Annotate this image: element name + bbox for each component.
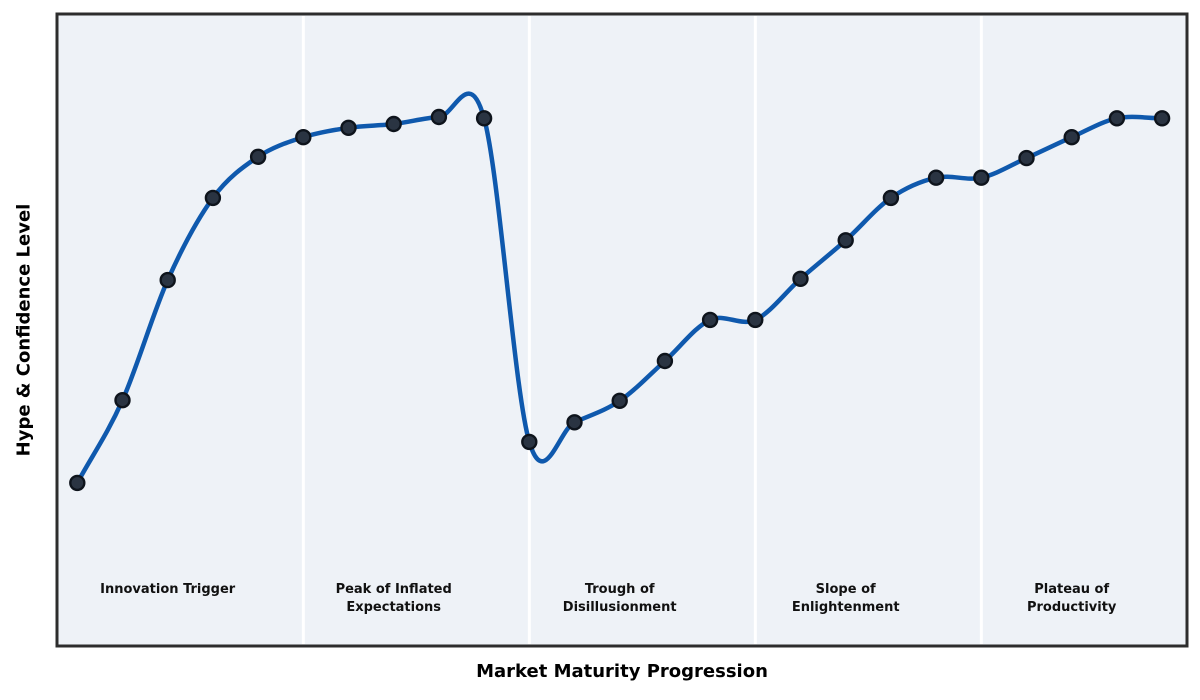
phase-label-line: Disillusionment (562, 600, 677, 615)
phase-label-line: Slope of (815, 582, 876, 597)
phase-label-peak-of-inflated-expectations: Peak of Inflated Expectations (336, 581, 452, 617)
phase-label-line: Innovation Trigger (100, 582, 236, 597)
x-axis-label: Market Maturity Progression (476, 661, 768, 682)
data-point-marker (1063, 128, 1080, 146)
data-point-marker (973, 169, 990, 186)
data-point-marker (114, 392, 131, 409)
phase-label-trough-of-disillusionment: Trough of Disillusionment (563, 581, 677, 617)
plot-background (57, 14, 1187, 646)
data-point-marker (69, 474, 86, 492)
phase-label-innovation-trigger: Innovation Trigger (100, 581, 235, 599)
data-point-marker (430, 108, 448, 126)
plot-border (55, 12, 1189, 648)
data-point-marker (295, 128, 312, 146)
phase-label-line: Expectations (346, 600, 442, 615)
data-point-marker (340, 119, 357, 137)
data-point-marker (747, 311, 764, 329)
data-point-marker (1108, 110, 1126, 127)
phase-label-line: Peak of Inflated (335, 582, 452, 597)
data-point-marker (882, 189, 900, 207)
data-point-marker (385, 115, 402, 133)
data-point-marker (837, 232, 854, 249)
data-point-marker (475, 110, 493, 127)
hype-curve (75, 91, 1165, 486)
phase-label-line: Enlightenment (791, 600, 900, 615)
data-point-marker (656, 352, 674, 370)
phase-label-line: Trough of (584, 582, 655, 597)
y-axis-label: Hype & Confidence Level (13, 203, 35, 457)
data-point-marker (249, 148, 267, 166)
data-point-marker (701, 311, 719, 329)
data-point-marker (611, 392, 628, 409)
data-point-marker (521, 433, 538, 451)
phase-label-slope-of-enlightenment: Slope of Enlightenment (792, 581, 900, 617)
phase-label-line: Plateau of (1034, 582, 1110, 597)
data-point-marker (566, 414, 583, 431)
phase-label-line: Productivity (1026, 600, 1117, 615)
data-point-marker (1153, 110, 1171, 127)
data-point-marker (159, 271, 176, 289)
data-point-marker (204, 189, 222, 207)
data-point-marker (1018, 149, 1035, 167)
data-point-marker (927, 169, 945, 186)
data-point-marker (792, 270, 809, 287)
phase-label-plateau-of-productivity: Plateau of Productivity (1027, 581, 1116, 617)
